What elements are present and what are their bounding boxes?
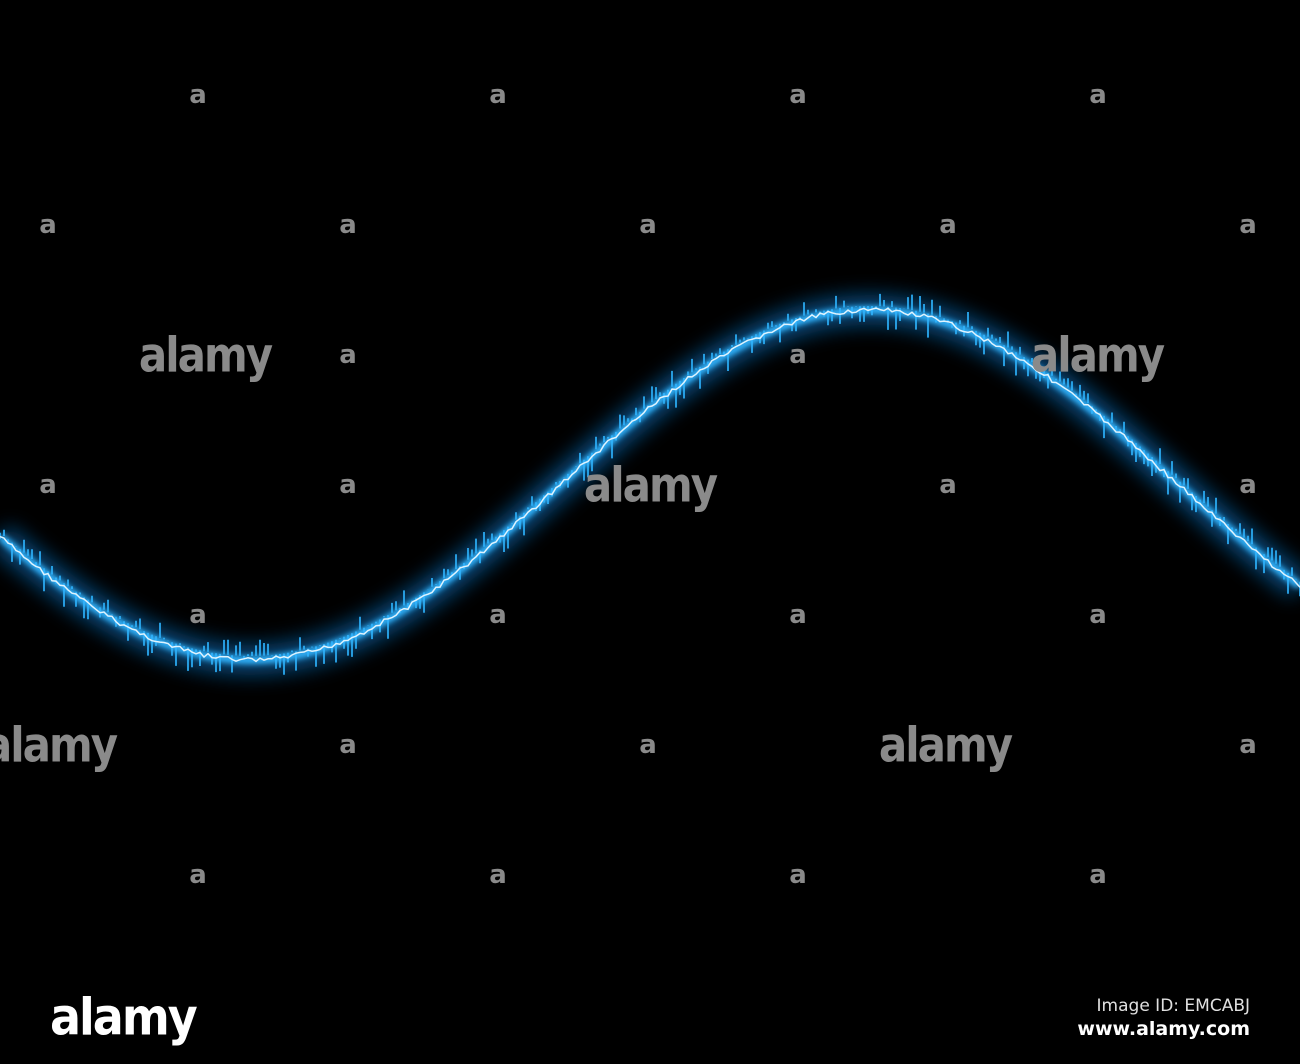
watermark-letter: a: [1089, 600, 1107, 630]
watermark-word: alamy: [583, 456, 718, 514]
watermark-letter: a: [339, 730, 357, 760]
watermark-letter: a: [789, 80, 807, 110]
watermark-letter: a: [339, 470, 357, 500]
watermark-word: alamy: [0, 716, 118, 774]
watermark-letter: a: [489, 80, 507, 110]
alamy-logo: alamy: [50, 987, 198, 1047]
image-id: Image ID: EMCABJ: [1096, 996, 1250, 1016]
watermark-word: alamy: [138, 326, 273, 384]
watermark-letter: a: [639, 730, 657, 760]
watermark-letter: a: [189, 860, 207, 890]
watermark-letter: a: [789, 860, 807, 890]
watermark-letter: a: [1239, 210, 1257, 240]
site-url: www.alamy.com: [1077, 1018, 1250, 1040]
watermark-letter: a: [189, 600, 207, 630]
watermark-letter: a: [189, 80, 207, 110]
watermark-letter: a: [939, 470, 957, 500]
watermark-letter: a: [789, 340, 807, 370]
watermark-word: alamy: [1030, 326, 1165, 384]
watermark-letter: a: [339, 340, 357, 370]
watermark-letter: a: [1239, 730, 1257, 760]
watermark-letter: a: [489, 860, 507, 890]
watermark-letter: a: [489, 600, 507, 630]
watermark-letter: a: [1089, 860, 1107, 890]
watermark-letter: a: [39, 210, 57, 240]
watermark-letter: a: [1239, 470, 1257, 500]
watermark-letter: a: [1089, 80, 1107, 110]
wave-core: [0, 307, 1300, 663]
watermark-letter: a: [639, 210, 657, 240]
watermark-letter: a: [339, 210, 357, 240]
watermark-word: alamy: [878, 716, 1013, 774]
watermark-letter: a: [39, 470, 57, 500]
watermark-letter: a: [789, 600, 807, 630]
watermark-letter: a: [939, 210, 957, 240]
